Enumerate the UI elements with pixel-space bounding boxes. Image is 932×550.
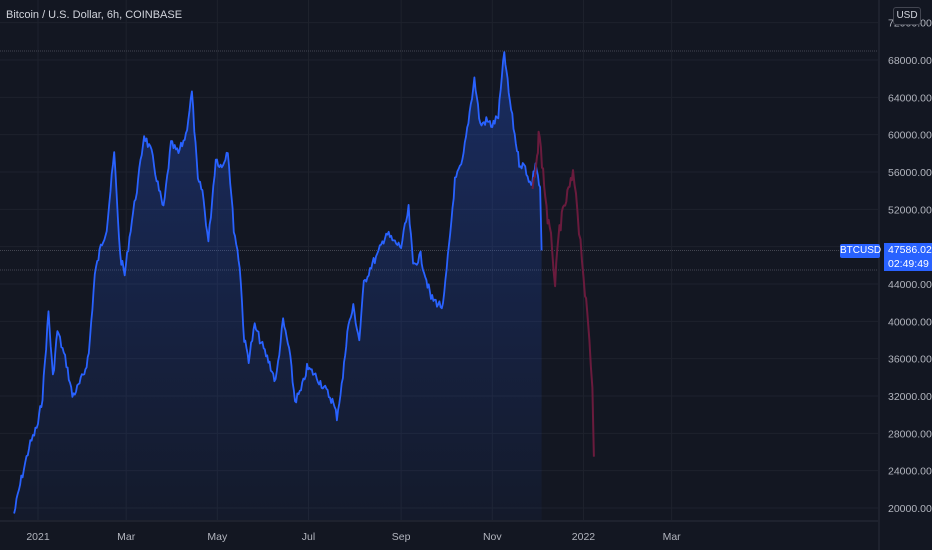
y-tick-label: 32000.00 [888,391,932,403]
y-tick-label: 44000.00 [888,279,932,291]
y-tick-label: 28000.00 [888,428,932,440]
x-tick-label: 2021 [26,531,50,543]
x-axis[interactable]: 2021 Mar May Jul Sep Nov 2022 Mar [26,531,681,543]
x-tick-label: Mar [117,531,136,543]
y-tick-label: 56000.00 [888,167,932,179]
last-price-label: 47586.02 02:49:49 [884,243,932,271]
symbol-label: BTCUSD [840,244,882,258]
price-area [14,52,542,520]
x-tick-label: Nov [483,531,502,543]
series-lines [13,51,595,514]
last-price-value: 47586.02 [888,244,932,256]
bar-countdown: 02:49:49 [888,258,929,270]
x-tick-label: Sep [392,531,411,543]
y-tick-label: 60000.00 [888,130,932,142]
y-tick-label: 64000.00 [888,92,932,104]
x-tick-label: 2022 [572,531,596,543]
y-tick-label: 24000.00 [888,466,932,478]
currency-button[interactable]: USD [893,7,921,25]
price-series-line [13,51,543,514]
x-tick-label: May [207,531,228,543]
y-tick-label: 36000.00 [888,354,932,366]
y-tick-label: 52000.00 [888,204,932,216]
y-tick-label: 20000.00 [888,503,932,515]
x-tick-label: Mar [663,531,682,543]
x-tick-label: Jul [302,531,315,543]
chart-title: Bitcoin / U.S. Dollar, 6h, COINBASE [6,9,183,21]
y-tick-label: 40000.00 [888,316,932,328]
y-tick-label: 68000.00 [888,55,932,67]
projection-series-line [531,130,595,457]
price-area-fill [14,52,542,520]
